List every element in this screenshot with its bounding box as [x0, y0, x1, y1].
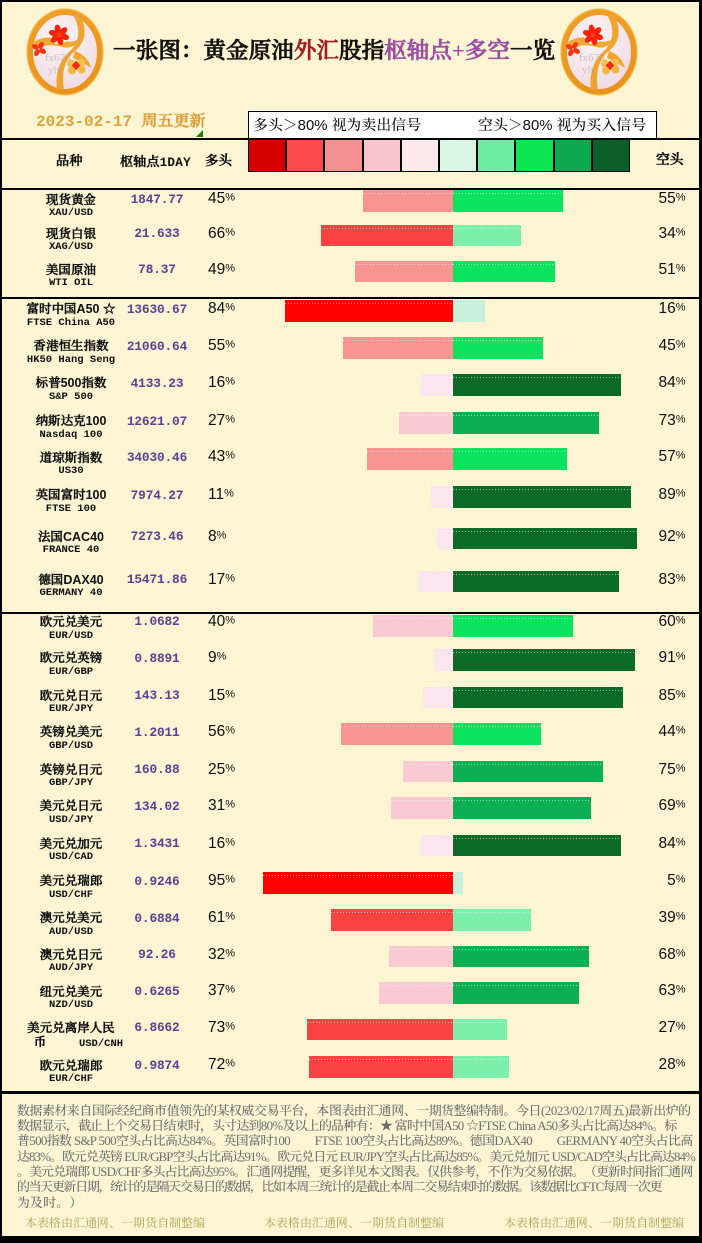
- svg-text:fx678: fx678: [45, 52, 71, 64]
- svg-text:ylv: ylv: [48, 64, 63, 76]
- svg-text:ylv: ylv: [582, 64, 597, 76]
- svg-text:fx678: fx678: [579, 52, 605, 64]
